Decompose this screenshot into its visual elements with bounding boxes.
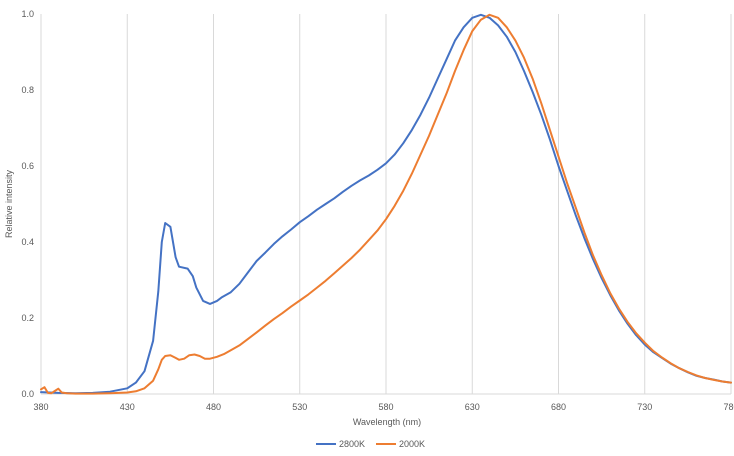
y-axis-title: Relative intensity <box>4 169 14 238</box>
y-tick-label: 1.0 <box>21 9 34 19</box>
x-tick-label: 680 <box>551 402 566 412</box>
x-tick-label: 730 <box>637 402 652 412</box>
x-tick-label: 780 <box>723 402 734 412</box>
x-axis-title: Wavelength (nm) <box>353 417 421 427</box>
x-tick-label: 530 <box>292 402 307 412</box>
x-tick-label: 580 <box>378 402 393 412</box>
legend-label: 2000K <box>399 439 425 449</box>
x-axis-ticks: 380 430 480 530 580 630 680 730 780 <box>33 402 734 412</box>
y-tick-label: 0.4 <box>21 237 34 247</box>
gridlines <box>40 14 732 394</box>
x-tick-label: 380 <box>33 402 48 412</box>
y-tick-label: 0.8 <box>21 85 34 95</box>
legend: 2800K 2000K <box>316 439 425 449</box>
x-tick-label: 430 <box>120 402 135 412</box>
series-layer <box>40 13 732 395</box>
legend-label: 2800K <box>339 439 365 449</box>
y-tick-label: 0.2 <box>21 313 34 323</box>
y-tick-label: 0.6 <box>21 161 34 171</box>
x-tick-label: 480 <box>206 402 221 412</box>
y-tick-label: 0.0 <box>21 389 34 399</box>
series-line-2000k <box>40 13 732 395</box>
x-tick-label: 630 <box>465 402 480 412</box>
y-axis-ticks: 0.0 0.2 0.4 0.6 0.8 1.0 <box>21 9 34 399</box>
